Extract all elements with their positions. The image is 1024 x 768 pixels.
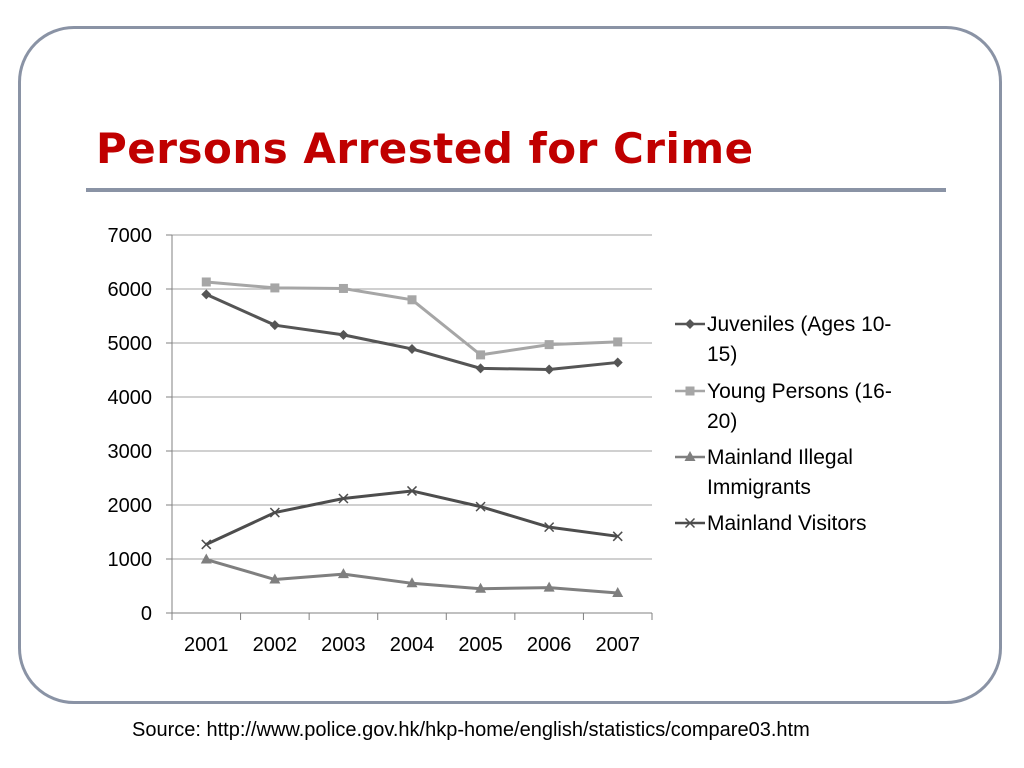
data-point-s1 (544, 364, 555, 375)
data-point-s4 (475, 501, 486, 512)
data-point-s4 (544, 522, 555, 533)
data-point-s1 (407, 343, 417, 354)
data-point-s4 (612, 531, 623, 542)
x-tick-label: 2007 (595, 634, 640, 656)
series-line-4 (205, 489, 618, 546)
data-point-s3 (543, 581, 555, 592)
legend-marker (684, 517, 696, 529)
data-point-s3 (475, 582, 487, 593)
data-point-s3 (406, 577, 418, 588)
y-tick-label: 7000 (108, 225, 153, 247)
x-tick-label: 2001 (184, 634, 229, 656)
data-point-s3 (337, 568, 349, 579)
data-point-s2 (338, 283, 348, 293)
legend-label: Mainland Illegal (707, 446, 853, 469)
data-point-s3 (269, 573, 281, 584)
data-point-s1 (612, 357, 623, 368)
data-point-s4 (406, 485, 418, 496)
data-point-s2 (613, 337, 623, 347)
series-line-3 (205, 558, 618, 595)
data-point-s2 (270, 283, 280, 293)
y-tick-label: 4000 (108, 387, 153, 409)
data-point-s1 (475, 363, 486, 374)
legend-label: 15) (707, 343, 737, 366)
legend-label: Juveniles (Ages 10- (707, 313, 891, 336)
legend-marker (684, 451, 696, 461)
y-tick-label: 1000 (108, 549, 153, 571)
data-point-s1 (269, 320, 280, 331)
legend-label: Young Persons (16- (707, 380, 892, 403)
data-point-s3 (612, 587, 624, 598)
data-point-s4 (269, 507, 280, 518)
data-point-s3 (200, 553, 212, 564)
y-tick-label: 2000 (108, 495, 153, 517)
slide-frame (18, 26, 1002, 704)
data-point-s4 (201, 539, 212, 550)
x-tick-label: 2002 (253, 634, 298, 656)
data-point-s1 (338, 329, 349, 340)
x-tick-label: 2004 (390, 634, 435, 656)
legend-label: Immigrants (707, 476, 811, 499)
data-point-s1 (201, 289, 212, 300)
y-tick-label: 3000 (108, 441, 153, 463)
data-point-s2 (544, 340, 554, 350)
x-tick-label: 2006 (527, 634, 572, 656)
title-rule (86, 188, 946, 192)
x-tick-label: 2005 (458, 634, 503, 656)
y-tick-label: 6000 (108, 279, 153, 301)
x-tick-label: 2003 (321, 634, 366, 656)
y-tick-label: 5000 (108, 333, 153, 355)
legend-label: Mainland Visitors (707, 512, 867, 535)
data-point-s2 (201, 277, 211, 287)
slide-title: Persons Arrested for Crime (96, 124, 754, 173)
source-citation: Source: http://www.police.gov.hk/hkp-hom… (132, 719, 810, 741)
data-point-s4 (338, 493, 349, 504)
legend-marker (685, 319, 695, 329)
y-tick-label: 0 (141, 603, 152, 625)
series-line-1 (205, 293, 618, 371)
data-point-s2 (407, 295, 417, 305)
data-point-s2 (476, 350, 486, 360)
legend-marker (685, 386, 695, 396)
legend-label: 20) (707, 410, 737, 433)
